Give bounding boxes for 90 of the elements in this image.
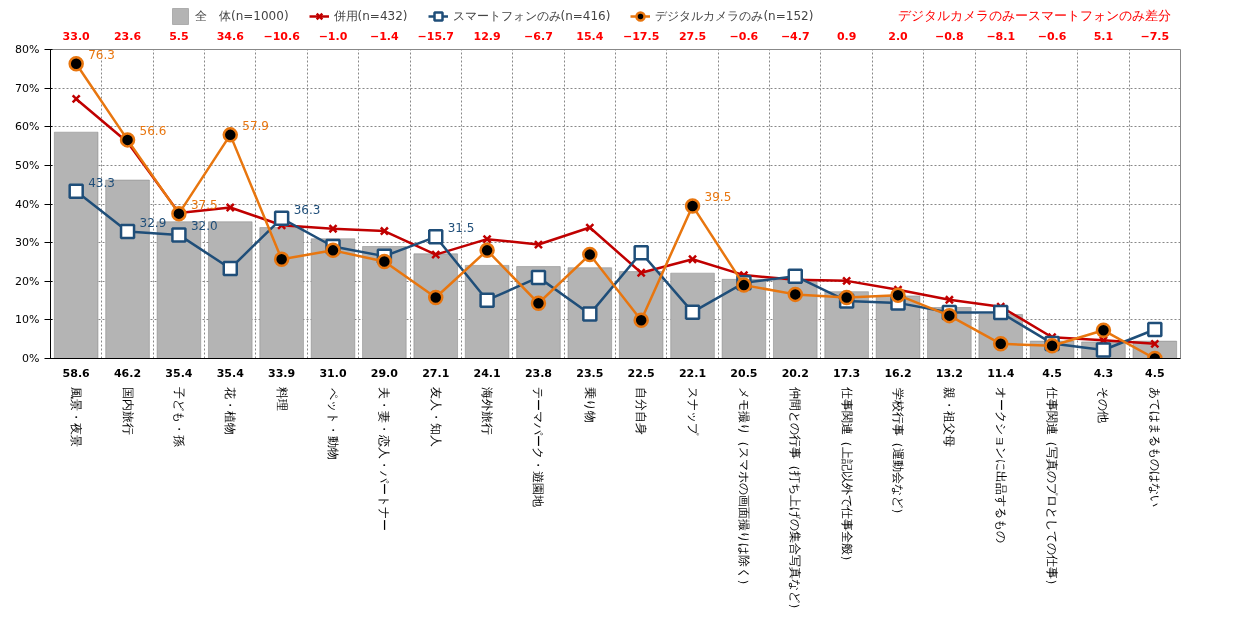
data-label: 20.5 — [730, 366, 758, 380]
text: 0.9 — [836, 29, 857, 43]
x-tick-label: 夫・妻・恋人・パートナー — [377, 387, 392, 532]
text: 34.6 — [216, 29, 245, 43]
x-tick-label: オークションに出品するもの — [993, 387, 1008, 544]
data-label: 23.8 — [524, 366, 553, 380]
data-label: 35.4 — [216, 366, 245, 380]
data-label: 23.5 — [576, 366, 604, 380]
data-label: 32.9 — [139, 215, 167, 230]
data-label: 13.2 — [935, 366, 963, 380]
x-tick-label: 乗り物 — [582, 387, 597, 424]
text: 2.0 — [888, 29, 909, 43]
text: 15.4 — [576, 29, 604, 43]
y-tick-label: 80% — [15, 43, 40, 56]
data-label: 36.3 — [293, 202, 321, 217]
y-tick-label: 10% — [15, 313, 40, 327]
x-tick-label: 料理 — [274, 387, 289, 412]
text: −17.5 — [623, 29, 660, 43]
data-label: 43.3 — [88, 175, 115, 190]
data-label: 31.5 — [447, 221, 475, 236]
text: −7.5 — [1140, 29, 1170, 43]
data-label: 4.5 — [1145, 366, 1165, 380]
data-label: 4.5 — [1042, 366, 1062, 380]
x-tick-label: 国内旅行 — [120, 387, 135, 436]
x-tick-label: メモ撮り（スマホの画面撮りは除く） — [736, 387, 751, 592]
data-label: 17.3 — [833, 366, 861, 380]
data-label: 46.2 — [113, 366, 142, 380]
text: 23.6 — [113, 29, 142, 43]
y-tick-label: 20% — [15, 274, 40, 288]
x-tick-label: 子ども・孫 — [171, 387, 186, 448]
text: −10.6 — [263, 29, 301, 43]
text: デジタルカメラのみースマートフォンのみ差分 — [897, 8, 1171, 23]
y-tick-label: 0% — [22, 352, 40, 365]
data-label: 11.4 — [987, 366, 1015, 380]
x-tick-label: ペット・動物 — [326, 387, 340, 460]
data-label: 32.0 — [190, 219, 218, 234]
text: −1.4 — [370, 29, 400, 43]
text: 5.1 — [1093, 29, 1114, 43]
text: −8.1 — [986, 29, 1016, 43]
data-label: 37.5 — [190, 198, 218, 213]
text: −0.8 — [935, 29, 964, 43]
x-tick-label: その他 — [1096, 387, 1111, 424]
text: 5.5 — [169, 29, 189, 43]
data-label: 33.9 — [268, 366, 296, 380]
text: 27.5 — [678, 29, 707, 43]
x-tick-label: 海外旅行 — [480, 387, 495, 436]
data-label: 39.5 — [704, 190, 732, 205]
data-label: 58.6 — [62, 366, 91, 380]
x-tick-label: テーマパーク・遊園地 — [531, 387, 546, 508]
data-label: 56.6 — [139, 124, 167, 139]
y-tick-label: 40% — [15, 197, 40, 211]
x-tick-label: 仕事関連（写真のプロとしての仕事） — [1045, 386, 1060, 592]
legend-label: 全 体(n=1000) — [195, 7, 289, 25]
data-label: 4.3 — [1093, 366, 1114, 380]
text: −15.7 — [417, 29, 454, 43]
x-tick-label: 学校行事（運動会など） — [891, 387, 905, 520]
y-tick-label: 50% — [15, 158, 40, 172]
text: −6.7 — [524, 29, 553, 43]
x-tick-label: 仕事関連（上記以外で仕事全般） — [839, 386, 854, 568]
x-tick-label: 風景・夜景 — [69, 387, 84, 448]
legend-label: デジタルカメラのみ(n=152) — [655, 7, 814, 25]
x-tick-label: あてはまるものはない — [1147, 387, 1162, 508]
data-label: 24.1 — [473, 366, 501, 380]
x-tick-label: 友人・知人 — [428, 387, 443, 448]
y-tick-label: 60% — [15, 120, 40, 134]
x-tick-label: 仲間との行事（打ち上げの集合写真など） — [788, 387, 803, 616]
y-tick-label: 70% — [15, 81, 40, 95]
text: 12.9 — [473, 29, 501, 43]
data-label: 22.5 — [627, 366, 655, 380]
data-label: 29.0 — [370, 366, 399, 380]
text: −0.6 — [729, 29, 759, 43]
data-label: 31.0 — [319, 366, 347, 380]
data-label: 20.2 — [781, 366, 809, 380]
text: 33.0 — [62, 29, 91, 43]
x-tick-label: 親・祖父母 — [942, 387, 957, 448]
text: −0.6 — [1037, 29, 1067, 43]
y-tick-label: 30% — [15, 236, 40, 250]
data-label: 27.1 — [422, 366, 450, 380]
x-tick-label: 花・植物 — [223, 387, 238, 436]
data-label: 57.9 — [242, 119, 269, 134]
legend-label: スマートフォンのみ(n=416) — [452, 7, 611, 25]
data-label: 76.3 — [88, 48, 115, 63]
x-tick-label: 自分自身 — [634, 387, 649, 436]
data-label: 35.4 — [165, 366, 193, 380]
legend-label: 併用(n=432) — [333, 7, 408, 25]
text: −1.0 — [318, 29, 348, 43]
x-tick-label: スナップ — [685, 387, 700, 437]
data-label: 16.2 — [884, 366, 912, 380]
data-label: 22.1 — [678, 366, 707, 380]
text: −4.7 — [780, 29, 810, 43]
